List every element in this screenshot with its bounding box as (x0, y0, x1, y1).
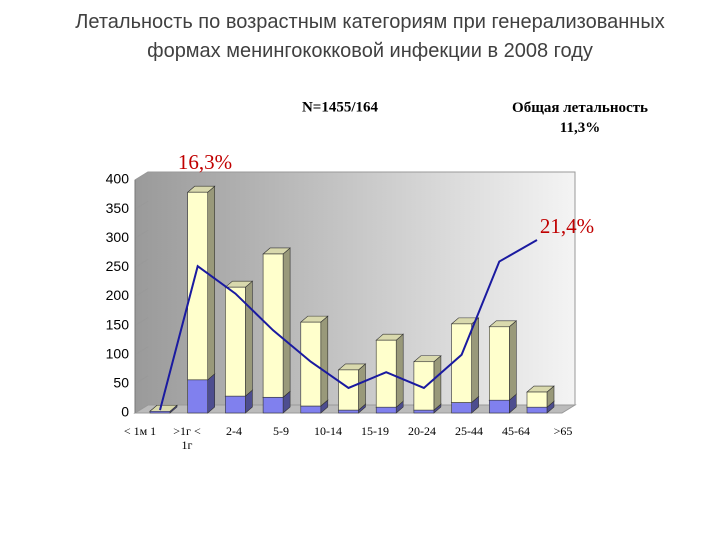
bar-face (262, 253, 284, 398)
bar-face (526, 406, 548, 414)
x-tick-label: 45-64 (502, 424, 530, 438)
bar-segment (375, 333, 405, 408)
y-tick-label: 150 (106, 316, 130, 332)
bar-segment (526, 385, 555, 408)
grid-line (134, 171, 149, 181)
x-tick-label: 20-24 (408, 424, 436, 438)
bar-face (375, 339, 397, 408)
bar-face (225, 395, 246, 414)
annotation: 21,4% (540, 214, 594, 238)
bar-face (526, 391, 548, 408)
grid-line (134, 288, 149, 297)
bar-face (282, 247, 291, 398)
bar-face (358, 363, 366, 411)
y-tick-label: 50 (113, 375, 129, 391)
x-tick-label: >1г < 1г (173, 424, 201, 452)
bar-segment (299, 315, 329, 407)
grid-line (134, 375, 149, 385)
bar-face (395, 333, 404, 408)
bar-face (488, 326, 510, 401)
annotation-box: Общая летальность 11,3% (512, 100, 648, 136)
bar-segment (149, 404, 178, 412)
bar-segment (186, 185, 216, 381)
bar-face (187, 191, 208, 381)
bar-face (338, 409, 359, 414)
annotation: N=1455/164 (302, 99, 379, 115)
bar-face (207, 373, 215, 414)
grid-line (134, 346, 149, 356)
y-tick-label: 200 (106, 287, 130, 303)
bar-face (471, 317, 479, 404)
annotation: 16,3% (178, 150, 232, 174)
y-tick-label: 250 (106, 258, 130, 274)
bar-face (225, 286, 246, 397)
bar-face (320, 315, 329, 407)
chart-title: Летальность по возрастным категориям при… (75, 11, 665, 62)
y-tick-label: 350 (106, 200, 130, 216)
bar-face (488, 399, 510, 414)
y-tick-label: 100 (106, 345, 130, 361)
grid-line (134, 404, 149, 414)
bar-face (375, 406, 397, 414)
bar-segment (337, 363, 367, 411)
bar-face (262, 396, 284, 414)
bar-face (149, 404, 178, 412)
x-tick-label: 15-19 (361, 424, 389, 438)
line-series (159, 239, 538, 411)
bar-face (433, 355, 442, 411)
x-tick-label: 10-14 (314, 424, 342, 438)
grid-line (134, 317, 149, 327)
y-tick-label: 300 (106, 229, 130, 245)
bar-face (413, 409, 435, 414)
x-tick-label: < 1м 1 (123, 424, 157, 438)
y-tick-label: 400 (106, 171, 130, 187)
grid-line (134, 200, 149, 210)
bar-segment (262, 247, 291, 398)
bar-face (413, 361, 435, 411)
bar-face (207, 185, 215, 381)
bar-segment (224, 280, 254, 397)
x-tick-label: 2-4 (226, 424, 242, 438)
bar-face (187, 379, 208, 414)
y-tick-label: 0 (121, 404, 129, 420)
grid-line (134, 229, 149, 239)
x-tick-label: 25-44 (455, 424, 483, 438)
bar-face (245, 280, 253, 397)
bar-segment (488, 320, 518, 401)
x-tick-label: >65 (553, 424, 573, 438)
bar-face (300, 405, 322, 414)
bar-face (338, 369, 359, 411)
bar-segment (413, 355, 442, 411)
grid-line (134, 258, 149, 268)
bar-face (508, 320, 517, 401)
x-tick-label: 5-9 (273, 424, 289, 438)
bar-face (300, 321, 322, 407)
annotation: Общая летальность 11,3% (512, 100, 648, 136)
bar-face (451, 402, 472, 414)
